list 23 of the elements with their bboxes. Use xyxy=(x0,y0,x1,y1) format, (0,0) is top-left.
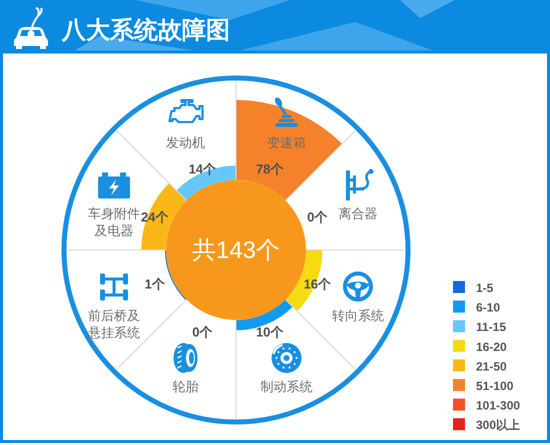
legend-label: 6-10 xyxy=(476,300,500,315)
data-label: 10个 xyxy=(256,324,284,340)
legend-label: 300以上 xyxy=(476,418,520,432)
legend-label: 1-5 xyxy=(476,281,494,295)
category-label: 制动系统 xyxy=(260,378,314,395)
legend-label: 101-300 xyxy=(476,398,520,413)
legend-label: 51-100 xyxy=(476,379,514,393)
chart-title: 八大系统故障图 xyxy=(62,17,230,44)
data-label: 1个 xyxy=(144,276,165,292)
category-label: 离合器 xyxy=(337,205,378,222)
category-label: 前后桥及悬挂系统 xyxy=(87,306,142,340)
category-label: 轮胎 xyxy=(171,378,200,395)
category-label: 转向系统 xyxy=(330,306,385,324)
legend-label: 11-15 xyxy=(476,320,506,334)
category-label: 发动机 xyxy=(164,134,206,152)
data-label: 0个 xyxy=(192,324,212,340)
legend-label: 16-20 xyxy=(476,340,507,354)
category-label: 变速箱 xyxy=(266,134,307,152)
legend-label: 21-50 xyxy=(476,359,507,374)
annotation: 共143个 xyxy=(192,237,280,264)
category-label: 车身附件及电器 xyxy=(87,205,142,240)
data-label: 78个 xyxy=(256,162,284,177)
data-label: 0个 xyxy=(307,209,328,224)
